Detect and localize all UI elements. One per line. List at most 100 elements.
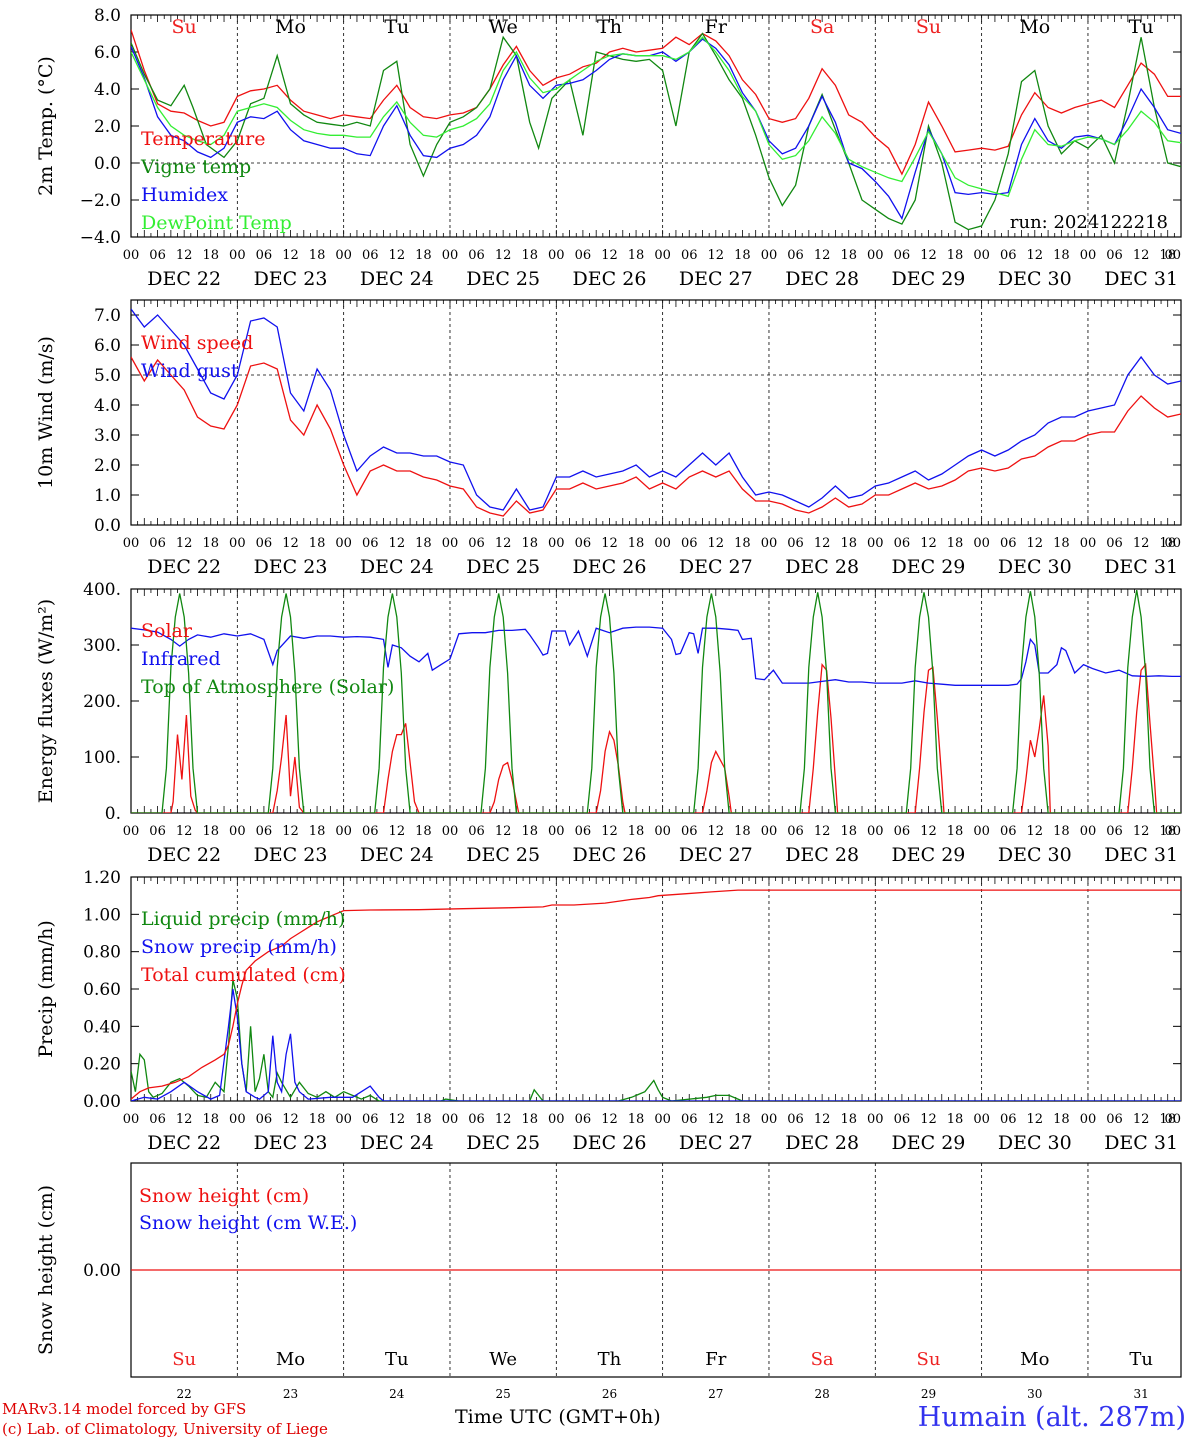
y-tick-label: 8.0	[94, 6, 121, 26]
y-tick-label: 0.40	[83, 1017, 121, 1037]
hour-tick-label: 18	[1159, 1112, 1176, 1127]
hour-tick-label: 00	[1080, 824, 1097, 839]
date-label: DEC 26	[573, 556, 647, 578]
y-tick-label: 2.0	[94, 117, 121, 137]
date-label: DEC 23	[254, 844, 328, 866]
hour-tick-label: 18	[947, 824, 964, 839]
date-label: DEC 27	[679, 556, 753, 578]
y-tick-label: 1.20	[83, 868, 121, 888]
hour-tick-label: 06	[468, 536, 485, 551]
y-tick-label: −4.0	[80, 228, 121, 248]
y-tick-label: 0.80	[83, 943, 121, 963]
hour-tick-label: 12	[495, 824, 512, 839]
hour-tick-label: 18	[309, 536, 326, 551]
hour-tick-label: 00	[654, 1112, 671, 1127]
hour-tick-label: 18	[1053, 1112, 1070, 1127]
hour-tick-label: 06	[894, 824, 911, 839]
hour-tick-label: 00	[229, 1112, 246, 1127]
y-tick-label: 300.	[83, 636, 121, 656]
hour-tick-label: 12	[389, 536, 406, 551]
weekday-label: We	[489, 1349, 517, 1370]
date-label: DEC 29	[892, 556, 966, 578]
date-label: DEC 23	[254, 268, 328, 290]
temperature-series-line	[131, 29, 1181, 176]
hour-tick-label: 00	[442, 1112, 459, 1127]
hour-tick-label: 12	[389, 248, 406, 263]
hour-tick-label: 00	[1164, 1112, 1181, 1127]
hour-tick-label: 18	[628, 536, 645, 551]
hour-tick-label: 06	[1106, 536, 1123, 551]
hour-tick-label: 00	[335, 536, 352, 551]
y-tick-label: 100.	[83, 748, 121, 768]
day-number-label: 25	[496, 1387, 511, 1401]
date-label: DEC 22	[147, 844, 221, 866]
hour-tick-label: 18	[521, 248, 538, 263]
date-label: DEC 23	[254, 556, 328, 578]
hour-tick-label: 00	[335, 824, 352, 839]
hour-tick-label: 18	[309, 248, 326, 263]
energy-series-line	[131, 589, 1181, 813]
date-label: DEC 30	[998, 268, 1072, 290]
hour-tick-label: 00	[123, 248, 140, 263]
day-number-label: 30	[1027, 1387, 1042, 1401]
hour-tick-label: 06	[1106, 248, 1123, 263]
hour-tick-label: 06	[681, 536, 698, 551]
day-number-label: 24	[389, 1387, 405, 1401]
hour-tick-label: 18	[734, 536, 751, 551]
y-tick-label: 4.0	[94, 80, 121, 100]
hour-tick-label: 06	[362, 1112, 379, 1127]
temperature-series-line	[131, 36, 1181, 198]
y-tick-label: 5.0	[94, 366, 121, 386]
hour-tick-label: 06	[256, 248, 273, 263]
hour-tick-label: 18	[415, 248, 432, 263]
hour-tick-label: 12	[708, 248, 725, 263]
legend-entry: Vigne temp	[140, 156, 251, 178]
hour-tick-label: 00	[867, 1112, 884, 1127]
wind-series-line	[131, 356, 1181, 517]
legend-entry: Snow height (cm)	[139, 1185, 309, 1207]
date-label: DEC 31	[1104, 556, 1178, 578]
date-label: DEC 27	[679, 844, 753, 866]
date-label: DEC 30	[998, 844, 1072, 866]
legend-entry: Solar	[141, 620, 193, 642]
date-label: DEC 27	[679, 1132, 753, 1154]
date-label: DEC 30	[998, 1132, 1072, 1154]
hour-tick-label: 06	[894, 1112, 911, 1127]
hour-tick-label: 06	[362, 248, 379, 263]
hour-tick-label: 00	[1080, 536, 1097, 551]
hour-tick-label: 06	[894, 248, 911, 263]
precip-series-line	[131, 889, 1181, 1100]
hour-tick-label: 12	[176, 536, 193, 551]
hour-tick-label: 12	[282, 248, 299, 263]
y-tick-label: 0.60	[83, 980, 121, 1000]
hour-tick-label: 12	[708, 1112, 725, 1127]
y-tick-label: 6.0	[94, 43, 121, 63]
hour-tick-label: 18	[1053, 248, 1070, 263]
hour-tick-label: 18	[309, 824, 326, 839]
hour-tick-label: 06	[1000, 536, 1017, 551]
y-tick-label: 0.0	[94, 154, 121, 174]
hour-tick-label: 18	[947, 248, 964, 263]
hour-tick-label: 06	[468, 824, 485, 839]
hour-tick-label: 18	[521, 1112, 538, 1127]
y-tick-label: 0.20	[83, 1055, 121, 1075]
weekday-label: Su	[172, 1349, 196, 1370]
day-number-label: 29	[921, 1387, 936, 1401]
hour-tick-label: 06	[468, 248, 485, 263]
hour-tick-label: 06	[149, 248, 166, 263]
hour-tick-label: 00	[229, 536, 246, 551]
hour-tick-label: 00	[442, 536, 459, 551]
hour-tick-label: 18	[202, 1112, 219, 1127]
hour-tick-label: 00	[761, 824, 778, 839]
hour-tick-label: 12	[176, 248, 193, 263]
hour-tick-label: 18	[415, 536, 432, 551]
legend-entry: Total cumulated (cm)	[141, 964, 346, 986]
weekday-label: Fr	[705, 1349, 726, 1370]
y-tick-label: 400.	[83, 580, 121, 600]
hour-tick-label: 12	[1133, 536, 1150, 551]
hour-tick-label: 12	[282, 1112, 299, 1127]
hour-tick-label: 18	[415, 824, 432, 839]
hour-tick-label: 12	[601, 536, 618, 551]
wind-series-line	[131, 308, 1181, 511]
